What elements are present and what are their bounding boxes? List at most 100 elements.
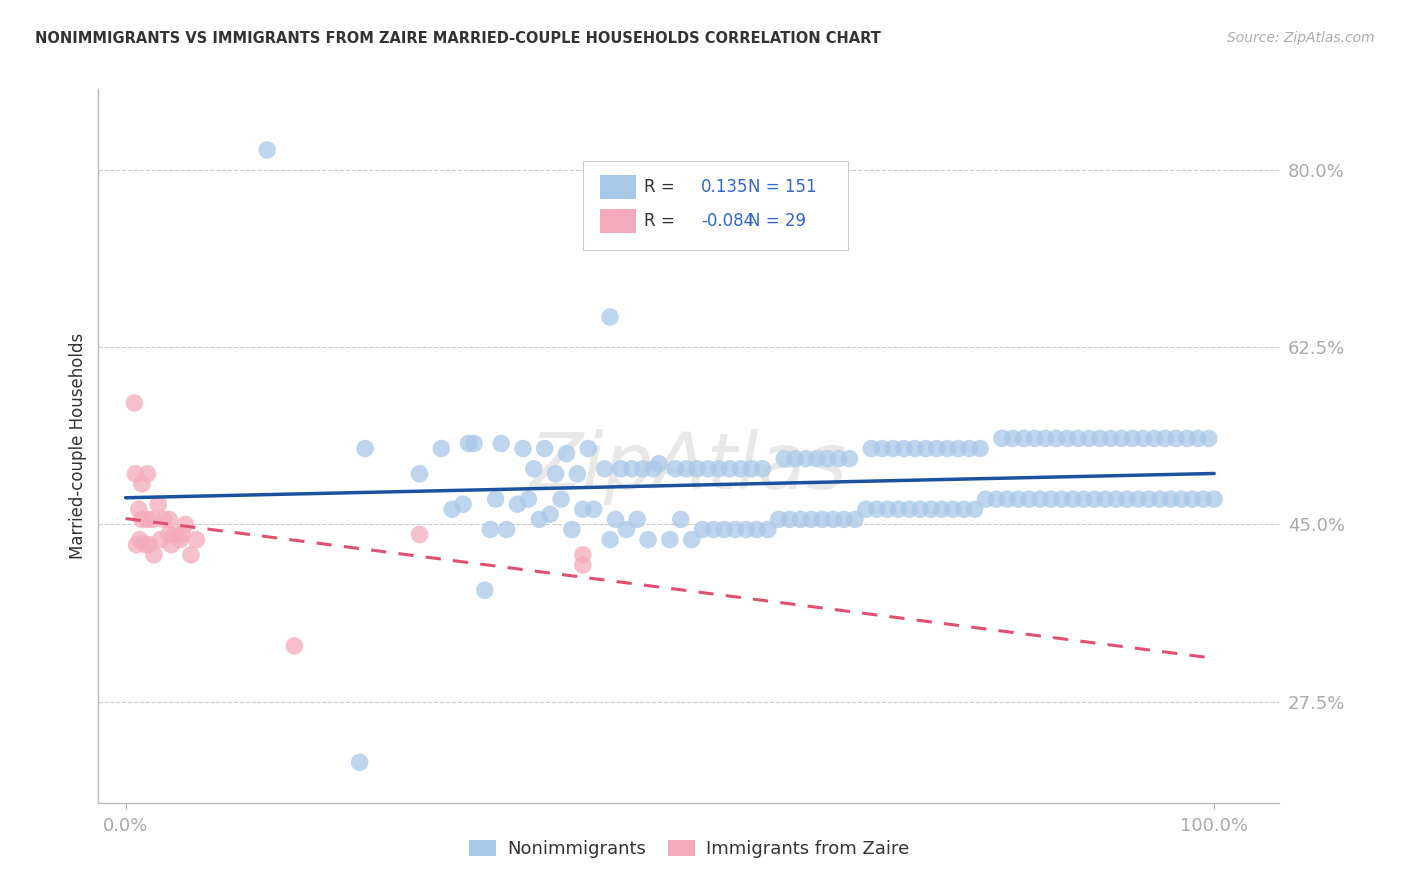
Point — [142, 548, 165, 562]
Point — [1154, 431, 1177, 445]
Text: N = 151: N = 151 — [748, 178, 817, 196]
Point — [172, 527, 194, 541]
Point — [925, 442, 948, 456]
Point — [430, 442, 453, 456]
Point — [354, 442, 377, 456]
Point — [697, 462, 720, 476]
Point — [1126, 492, 1149, 507]
Point — [870, 442, 893, 456]
Point — [637, 533, 659, 547]
Point — [995, 492, 1018, 507]
Text: NONIMMIGRANTS VS IMMIGRANTS FROM ZAIRE MARRIED-COUPLE HOUSEHOLDS CORRELATION CHA: NONIMMIGRANTS VS IMMIGRANTS FROM ZAIRE M… — [35, 31, 882, 46]
Point — [506, 497, 529, 511]
Point — [544, 467, 567, 481]
Point — [969, 442, 991, 456]
Point — [783, 451, 806, 466]
Point — [882, 442, 904, 456]
Point — [724, 523, 747, 537]
Point — [529, 512, 551, 526]
Point — [1024, 431, 1046, 445]
Point — [1175, 431, 1198, 445]
Point — [1067, 431, 1090, 445]
Point — [620, 462, 643, 476]
Point — [582, 502, 605, 516]
Text: R =: R = — [644, 178, 675, 196]
Point — [669, 512, 692, 526]
Point — [1045, 431, 1067, 445]
Point — [408, 467, 430, 481]
Point — [157, 512, 180, 526]
Text: -0.084: -0.084 — [700, 212, 754, 230]
Point — [1160, 492, 1182, 507]
Point — [920, 502, 942, 516]
Point — [1073, 492, 1095, 507]
Point — [283, 639, 305, 653]
Point — [152, 512, 174, 526]
Point — [936, 442, 959, 456]
Point — [1083, 492, 1105, 507]
Point — [180, 548, 202, 562]
Point — [605, 512, 627, 526]
Point — [408, 527, 430, 541]
Point — [702, 523, 724, 537]
Legend: Nonimmigrants, Immigrants from Zaire: Nonimmigrants, Immigrants from Zaire — [463, 832, 915, 865]
Point — [512, 442, 534, 456]
Point — [1164, 431, 1187, 445]
Point — [160, 538, 183, 552]
Point — [914, 442, 936, 456]
Point — [957, 442, 980, 456]
Point — [572, 558, 595, 572]
Point — [1039, 492, 1062, 507]
Point — [904, 442, 927, 456]
Point — [134, 538, 156, 552]
Point — [794, 451, 817, 466]
Point — [124, 396, 146, 410]
Point — [489, 436, 512, 450]
Point — [1035, 431, 1057, 445]
Point — [485, 492, 508, 507]
Point — [974, 492, 997, 507]
Point — [463, 436, 485, 450]
Point — [942, 502, 965, 516]
Point — [1187, 431, 1209, 445]
FancyBboxPatch shape — [582, 161, 848, 250]
Point — [517, 492, 540, 507]
Point — [664, 462, 686, 476]
Point — [495, 523, 517, 537]
Point — [128, 533, 150, 547]
Point — [1170, 492, 1192, 507]
Point — [806, 451, 828, 466]
Point — [457, 436, 479, 450]
Point — [1078, 431, 1101, 445]
Point — [713, 523, 735, 537]
Point — [844, 512, 866, 526]
Point — [643, 462, 665, 476]
Point — [789, 512, 811, 526]
Point — [174, 517, 197, 532]
Point — [893, 442, 915, 456]
Point — [142, 512, 165, 526]
Bar — [600, 175, 636, 199]
Point — [1012, 431, 1035, 445]
Point — [149, 533, 172, 547]
Point — [1132, 431, 1154, 445]
Point — [136, 512, 159, 526]
Point — [675, 462, 697, 476]
Point — [163, 527, 186, 541]
Point — [169, 533, 191, 547]
Point — [256, 143, 278, 157]
Point — [1149, 492, 1171, 507]
Point — [991, 431, 1014, 445]
Point — [817, 451, 839, 466]
Point — [1056, 431, 1078, 445]
Point — [1018, 492, 1040, 507]
Point — [756, 523, 779, 537]
Point — [860, 442, 883, 456]
Text: 0.135: 0.135 — [700, 178, 748, 196]
Point — [124, 467, 146, 481]
Point — [823, 512, 845, 526]
Point — [610, 462, 633, 476]
Point — [1137, 492, 1160, 507]
Point — [138, 538, 160, 552]
Point — [800, 512, 823, 526]
